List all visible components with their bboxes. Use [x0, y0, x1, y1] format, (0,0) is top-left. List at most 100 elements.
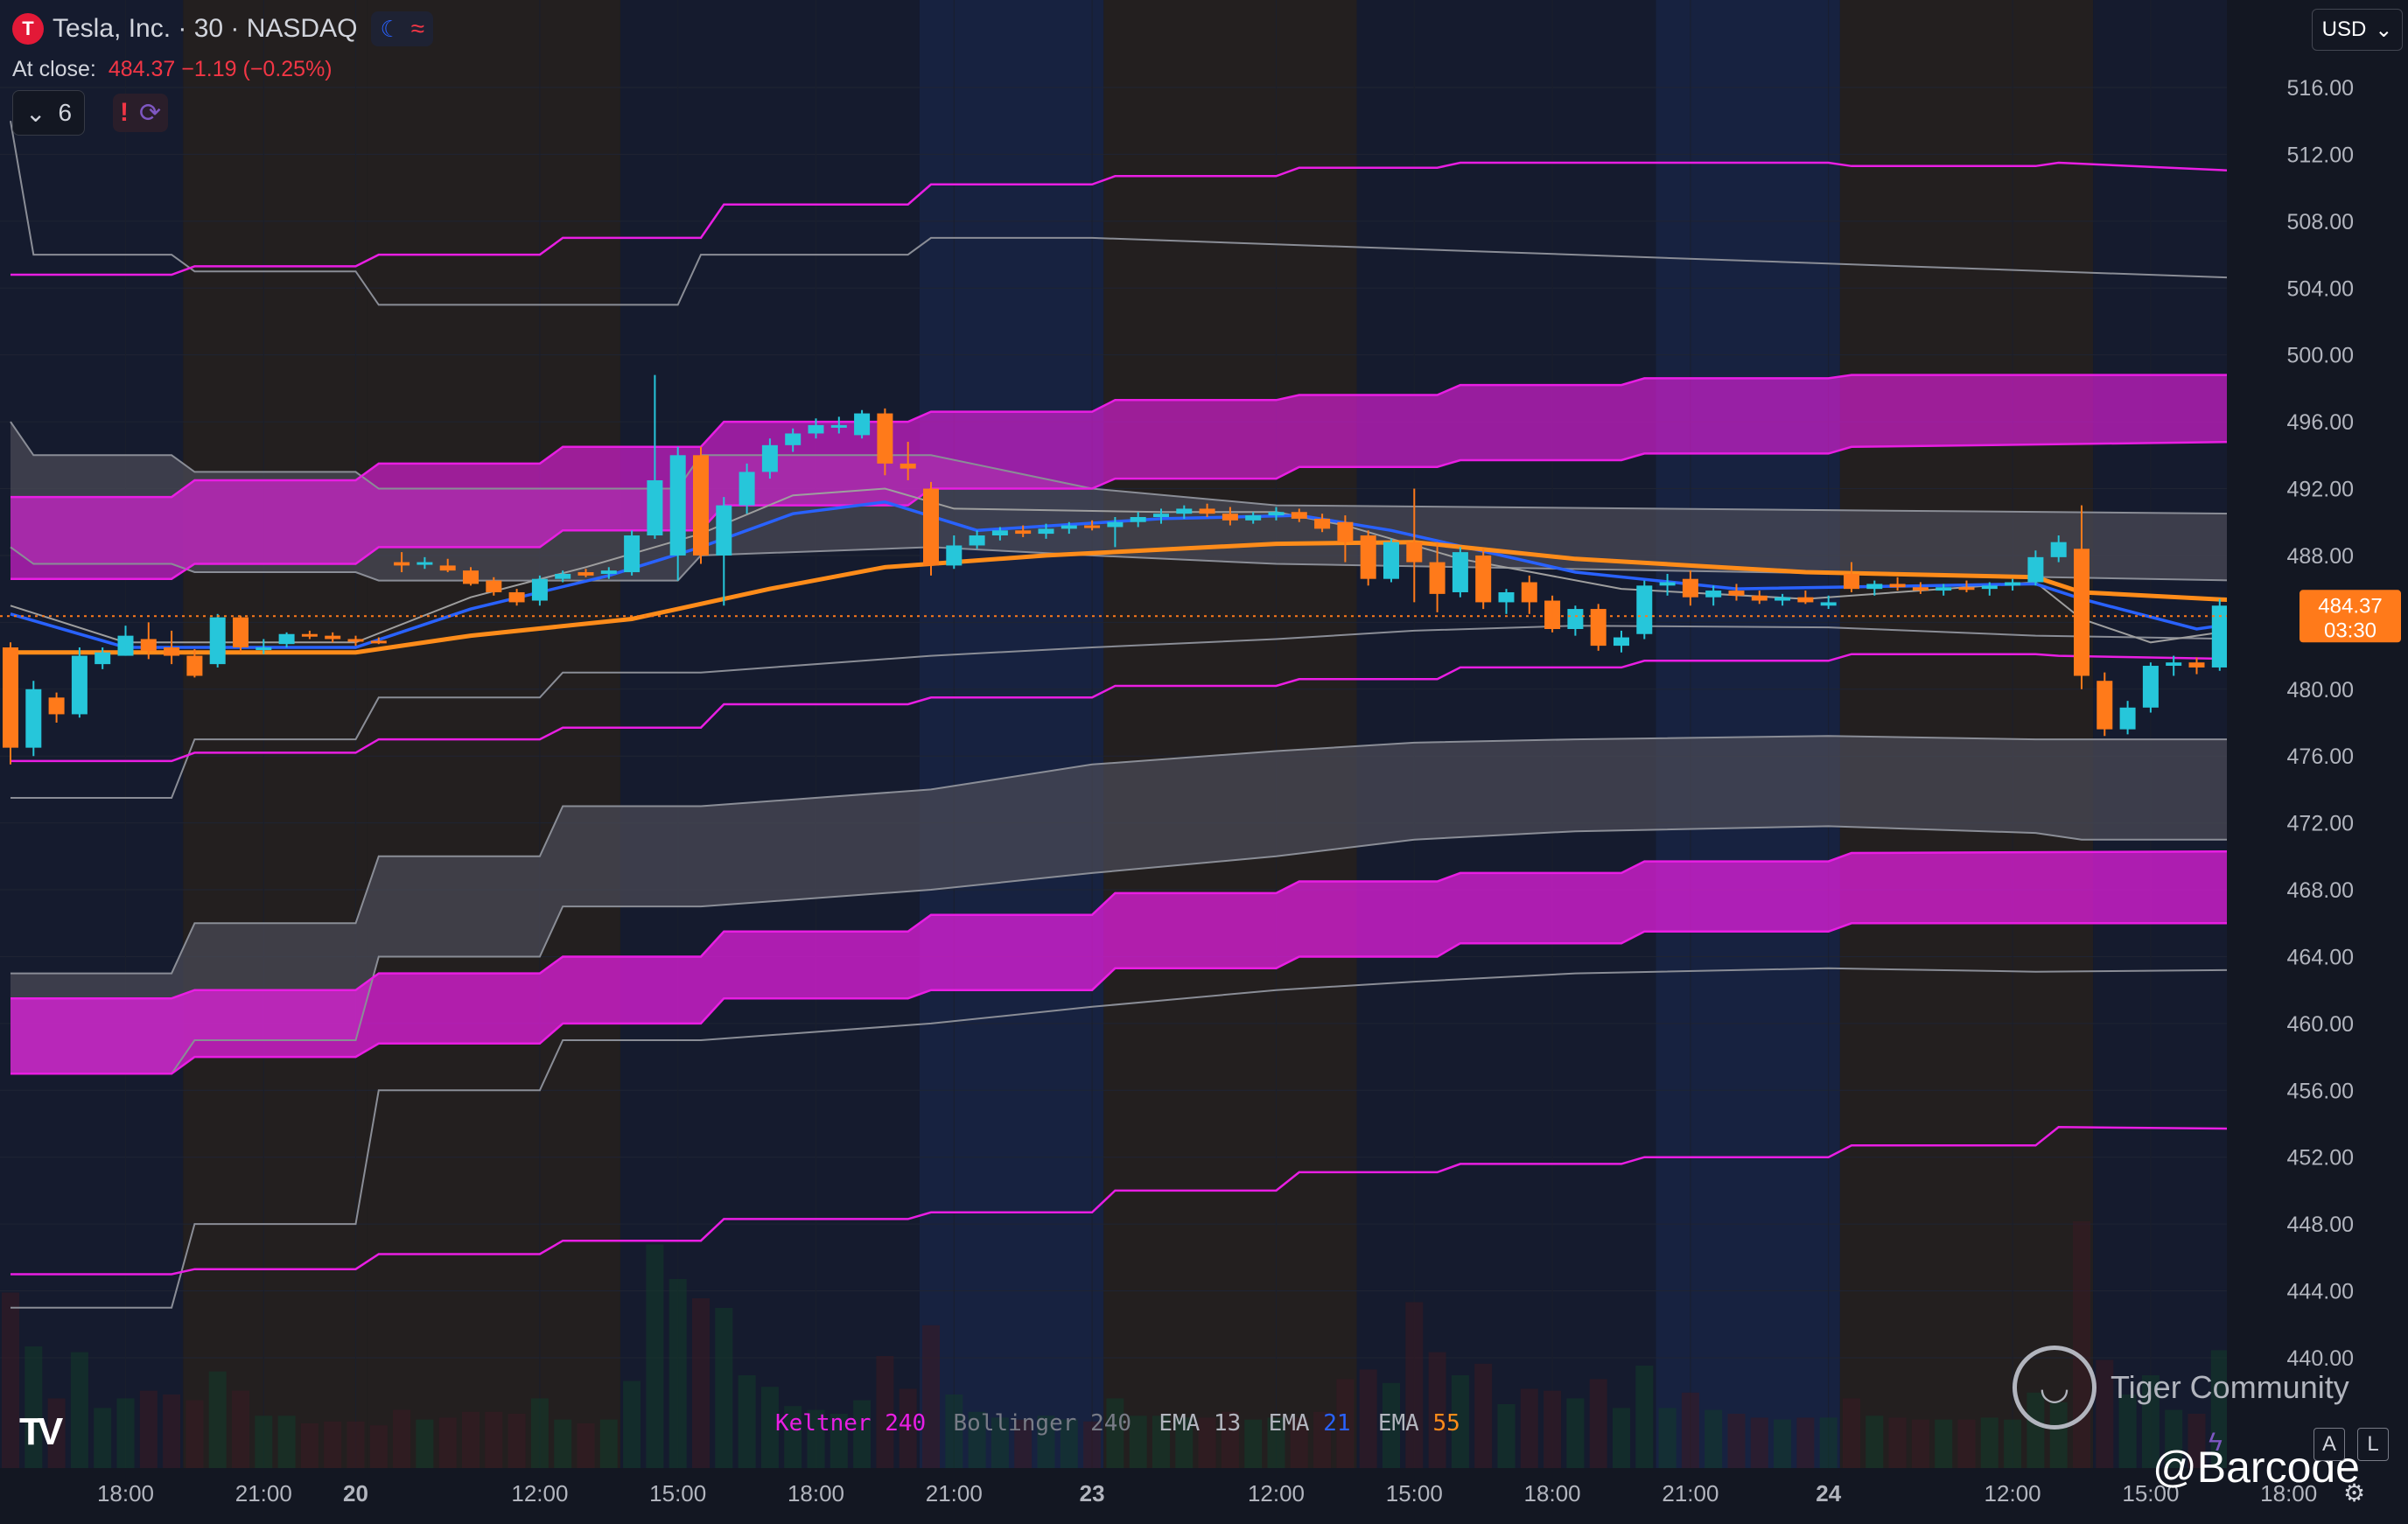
time-axis[interactable]: 18:00 21:00 20 12:00 15:00 18:00 21:00 23 12:00 1…	[0, 1468, 2408, 1524]
price-tick-label: 492.00	[2287, 478, 2354, 502]
candle	[463, 567, 479, 586]
candle	[1153, 508, 1169, 524]
currency-button[interactable]: USD ⌄	[2312, 9, 2403, 51]
volume-bar	[1152, 1416, 1170, 1468]
symbol-title[interactable]: Tesla, Inc. · 30 · NASDAQ	[52, 14, 358, 43]
volume-bar	[1451, 1375, 1469, 1468]
chevron-down-icon: ⌄	[25, 99, 46, 127]
moon-icon[interactable]: ☾	[380, 15, 401, 42]
candle-body	[1912, 587, 1928, 591]
volume-bar	[2118, 1395, 2137, 1468]
candle-body	[1797, 597, 1814, 603]
candle	[256, 639, 272, 654]
candle-body	[1981, 585, 1998, 590]
symbol-header[interactable]: T Tesla, Inc. · 30 · NASDAQ ☾ ≈	[12, 10, 434, 47]
sync-icon[interactable]: ⟳	[139, 98, 162, 128]
candle-body	[394, 562, 410, 566]
price-axis[interactable]: 516.00 512.00 508.00 504.00 500.00 496.00 492.…	[2227, 0, 2408, 1468]
auto-scale-button[interactable]: A	[2314, 1428, 2345, 1461]
candle	[1820, 595, 1837, 610]
candle-body	[94, 652, 111, 665]
candle	[370, 637, 387, 645]
legend-name: Bollinger	[953, 1410, 1091, 1437]
price-tick-label: 456.00	[2287, 1079, 2354, 1103]
session-pill[interactable]: ☾ ≈	[371, 11, 434, 46]
candle-body	[1544, 600, 1561, 630]
legend-param: 21	[1323, 1410, 1378, 1437]
candle	[1314, 514, 1331, 533]
lightning-icon[interactable]: ϟ	[2208, 1428, 2222, 1457]
tradingview-logo-icon[interactable]: TV	[19, 1410, 63, 1453]
candle	[94, 647, 111, 669]
candle	[2027, 550, 2044, 586]
session-band	[1103, 0, 1357, 1468]
time-axis-bg	[0, 1468, 2408, 1524]
candle	[1084, 520, 1101, 531]
volume-bar	[369, 1425, 388, 1468]
keltner-lower_band_top	[10, 849, 2244, 1000]
candle-body	[1614, 637, 1629, 647]
candle	[1866, 580, 1883, 596]
volume-bar	[1866, 1416, 1884, 1468]
candle	[2074, 505, 2090, 689]
candle-body	[2119, 707, 2136, 730]
candle-body	[716, 505, 732, 556]
bollinger-upper_2	[10, 546, 2244, 582]
volume-bar	[577, 1423, 595, 1468]
volume-bar	[830, 1414, 848, 1468]
candle-body	[3, 647, 18, 748]
bollinger-lower_outer	[10, 967, 2244, 1309]
keltner-lower_band_bottom	[10, 922, 2244, 1075]
log-scale-button[interactable]: L	[2357, 1428, 2389, 1461]
price-tick-label: 448.00	[2287, 1213, 2354, 1237]
volume-bar	[1336, 1379, 1354, 1468]
volume-bar	[1980, 1417, 1998, 1468]
candle-body	[1038, 528, 1054, 535]
candle-body	[2096, 681, 2113, 730]
candle	[2119, 701, 2136, 735]
error-icon[interactable]: !	[120, 98, 130, 127]
candle-body	[25, 689, 42, 748]
volume-bar	[899, 1388, 917, 1468]
candle-body	[209, 617, 226, 665]
candle	[1199, 503, 1215, 517]
candle-body	[647, 479, 663, 536]
candle	[2188, 657, 2205, 675]
time-tick-label: 24	[1816, 1480, 1841, 1507]
volume-bar	[945, 1395, 963, 1468]
candle-body	[2027, 556, 2044, 583]
keltner-lower-band	[10, 851, 2244, 1074]
volume-bar	[2004, 1419, 2022, 1468]
indicators-toggle-button[interactable]: ⌄ 6	[12, 90, 86, 136]
volume-bar	[2165, 1409, 2183, 1468]
candle	[1981, 582, 1998, 596]
gear-icon[interactable]: ⚙	[2343, 1479, 2366, 1507]
candle-body	[416, 562, 433, 565]
candle	[693, 446, 709, 564]
candle	[1774, 593, 1791, 606]
candle-body	[1383, 542, 1399, 579]
candle	[140, 622, 157, 660]
candle-body	[347, 639, 364, 642]
volume-bar	[116, 1398, 135, 1468]
candle	[854, 409, 871, 439]
volume-bar	[990, 1417, 1009, 1468]
volume-bar	[1796, 1417, 1815, 1468]
volume-bar	[346, 1421, 365, 1468]
at-close-label: At close:	[12, 56, 96, 81]
session-shading	[0, 0, 2227, 1468]
candle	[439, 558, 456, 573]
time-tick-label: 12:00	[1248, 1480, 1305, 1507]
volume-bar	[208, 1371, 227, 1468]
volume-bar	[1474, 1363, 1493, 1468]
wave-icon[interactable]: ≈	[410, 15, 425, 42]
status-pill[interactable]: ! ⟳	[113, 94, 169, 132]
candle-body	[600, 570, 617, 574]
volume-bar	[1037, 1416, 1055, 1468]
volume-bar	[1060, 1419, 1078, 1468]
candle	[1728, 584, 1745, 601]
candle	[2142, 662, 2159, 713]
ema-55-line	[10, 540, 2244, 655]
price-tick-label: 512.00	[2287, 143, 2354, 167]
